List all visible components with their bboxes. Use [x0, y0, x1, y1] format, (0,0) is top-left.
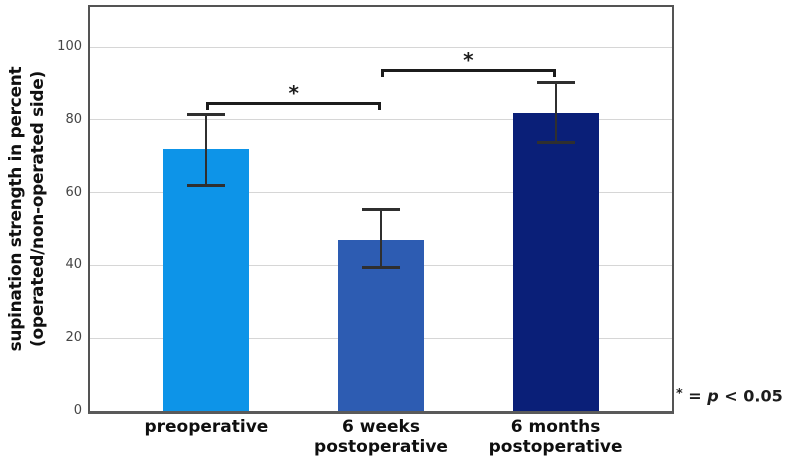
- error-bar-cap-bottom-2: [362, 266, 400, 270]
- significance-bracket-2: [381, 68, 556, 77]
- error-bar-cap-bottom-3: [536, 140, 575, 144]
- y-axis-title-line2: (operated/non-operated side): [28, 71, 48, 347]
- y-axis-title-line1: supination strength in percent: [6, 66, 26, 352]
- significance-star-2: *: [463, 47, 474, 72]
- y-tick-label-40: 40: [65, 257, 82, 273]
- significance-star-1: *: [288, 80, 299, 105]
- y-tick-label-0: 0: [73, 403, 82, 418]
- x-axis-label-2: 6 weeks postoperative: [314, 417, 448, 457]
- x-axis-label-1: preoperative: [144, 417, 269, 437]
- y-tick-label-80: 80: [65, 111, 82, 127]
- error-bar-cap-top-2: [362, 208, 400, 211]
- error-bar-line-3: [554, 81, 557, 142]
- error-bar-cap-top-1: [187, 113, 226, 117]
- x-axis-label-3: 6 months postoperative: [488, 417, 623, 457]
- significance-note: * = p < 0.05: [676, 386, 783, 405]
- significance-note-threshold: < 0.05: [718, 386, 783, 406]
- plot-area: * *: [90, 7, 672, 411]
- significance-note-star: *: [676, 386, 683, 401]
- gridline-60: [90, 192, 672, 194]
- error-bar-cap-top-3: [536, 80, 575, 84]
- error-bar-cap-bottom-1: [187, 184, 226, 188]
- error-bar-line-2: [380, 209, 382, 268]
- y-tick-label-60: 60: [65, 184, 82, 200]
- significance-note-p: p: [707, 386, 719, 406]
- plot-frame: [88, 5, 674, 414]
- gridline-80: [90, 119, 672, 121]
- y-tick-label-100: 100: [57, 39, 82, 55]
- gridline-100: [90, 46, 672, 48]
- y-axis-title: supination strength in percent (operated…: [5, 0, 49, 429]
- significance-note-equals: =: [682, 386, 708, 406]
- y-tick-label-20: 20: [65, 330, 82, 346]
- error-bar-line-1: [205, 114, 208, 186]
- significance-bracket-1: [206, 101, 381, 110]
- bar-1: [163, 148, 250, 411]
- bar-3: [512, 112, 599, 411]
